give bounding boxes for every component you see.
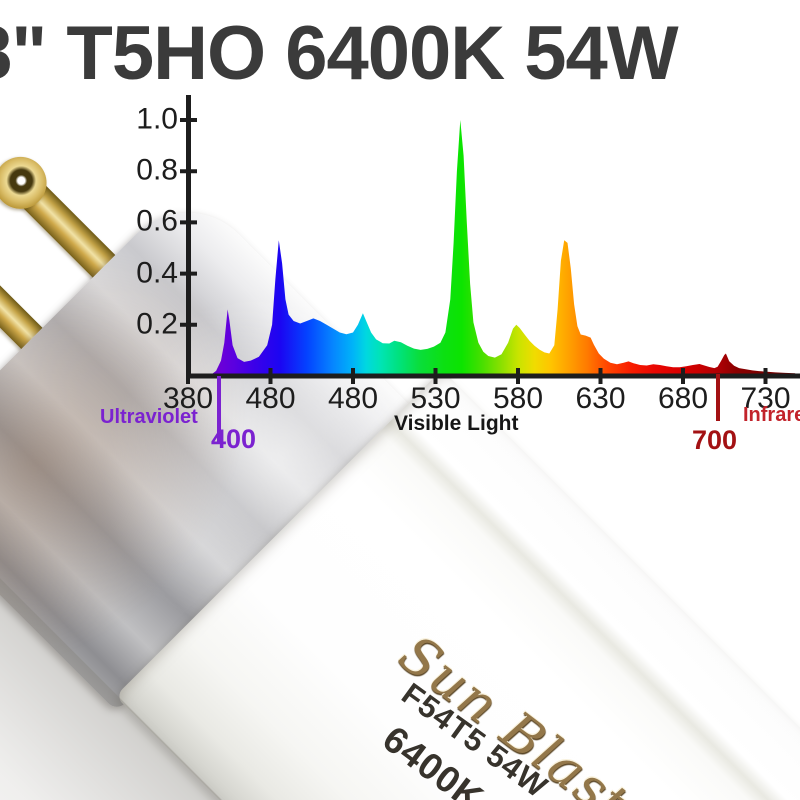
ir-wavelength-value: 700 xyxy=(692,425,738,455)
ultraviolet-label: Ultraviolet xyxy=(100,406,198,428)
page-title: 8" T5HO 6400K 54W xyxy=(0,11,679,96)
spectrum-curve xyxy=(209,120,796,376)
infrared-label: Infrared xyxy=(743,404,800,426)
uv-wavelength-value: 400 xyxy=(211,424,257,454)
visible-light-label: Visible Light xyxy=(394,412,519,435)
